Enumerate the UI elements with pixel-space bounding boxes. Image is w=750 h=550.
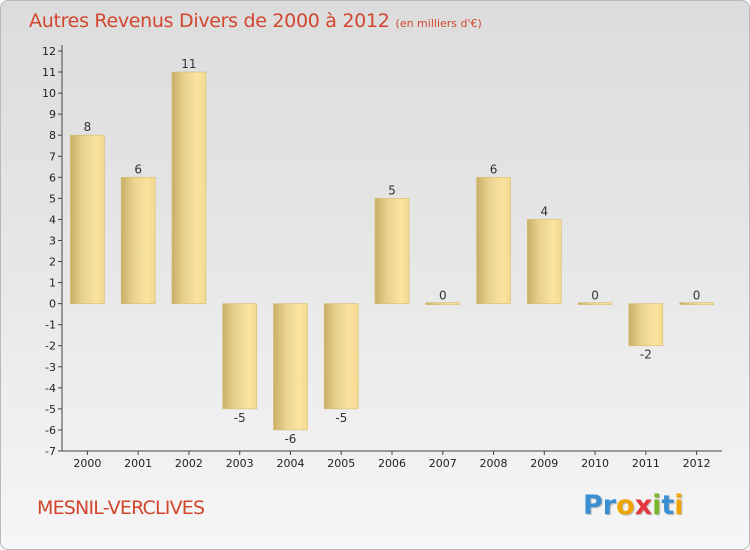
proxiti-logo[interactable]: Proxiti (583, 490, 684, 521)
y-tick-label: 6 (49, 171, 56, 184)
value-label-2010: 0 (591, 289, 599, 303)
x-tick-label: 2012 (683, 457, 711, 470)
brand-letter: r (602, 490, 617, 521)
value-labels: 8 6 11 -5 -6 -5 5 0 6 4 0 -2 0 (84, 57, 701, 446)
chart-header: Autres Revenus Divers de 2000 à 2012 (en … (29, 10, 482, 32)
x-tick-label: 2008 (480, 457, 508, 470)
x-tick-label: 2000 (73, 457, 101, 470)
x-tick-label: 2002 (175, 457, 203, 470)
x-tick-label: 2006 (378, 457, 406, 470)
brand-letter: i (674, 490, 684, 521)
y-tick-label: 10 (42, 87, 56, 100)
y-tick-label: 9 (49, 108, 56, 121)
y-tick-label: 12 (42, 45, 56, 58)
commune-name: MESNIL-VERCLIVES (37, 497, 205, 519)
y-tick-label: 2 (49, 256, 56, 269)
bar-2008 (476, 177, 511, 304)
y-tick-label: -6 (45, 424, 56, 437)
bar-2011 (628, 303, 664, 347)
x-tick-label: 2010 (581, 457, 609, 470)
value-label-2004: -6 (284, 432, 296, 446)
y-tick-label: 7 (49, 150, 56, 163)
y-tick-label: 0 (49, 298, 56, 311)
y-tick-label: 4 (49, 213, 56, 226)
bar-2006 (374, 198, 410, 304)
bars (70, 71, 714, 431)
bar-2002 (171, 71, 207, 304)
bar-2010 (577, 302, 613, 305)
y-tick-label: -4 (45, 382, 56, 395)
y-tick-label: -3 (45, 361, 56, 374)
value-label-2003: -5 (234, 411, 246, 425)
value-label-2008: 6 (490, 162, 498, 176)
value-label-2007: 0 (439, 289, 447, 303)
y-tick-label: -1 (45, 319, 56, 332)
value-label-2009: 4 (540, 204, 548, 218)
brand-letter: t (661, 490, 675, 521)
bar-2000 (70, 134, 105, 304)
chart-title: Autres Revenus Divers de 2000 à 2012 (29, 10, 390, 32)
value-label-2005: -5 (335, 411, 347, 425)
y-tick-label: -7 (45, 445, 56, 458)
x-tick-label: 2004 (276, 457, 304, 470)
y-tick-label: -5 (45, 403, 56, 416)
x-tick-label: 2001 (124, 457, 152, 470)
bar-2001 (120, 177, 156, 304)
bar-2005 (323, 303, 359, 410)
x-tick-label: 2011 (632, 457, 660, 470)
y-tick-label: -2 (45, 340, 56, 353)
bar-2004 (273, 303, 308, 431)
bar-2012 (679, 302, 714, 305)
bar-2009 (527, 219, 562, 304)
value-label-2000: 8 (84, 120, 92, 134)
y-tick-label: 8 (49, 129, 56, 142)
brand-letter: i (652, 490, 662, 521)
x-tick-label: 2009 (530, 457, 558, 470)
brand-letter: o (616, 490, 635, 521)
y-tick-label: 3 (49, 234, 56, 247)
chart-subtitle: (en milliers d'€) (395, 17, 482, 30)
x-tick-label: 2003 (226, 457, 254, 470)
bar-2007 (425, 302, 461, 305)
brand-letter: x (634, 490, 653, 521)
value-label-2001: 6 (134, 162, 142, 176)
value-label-2006: 5 (388, 183, 396, 197)
value-label-2002: 11 (181, 57, 196, 71)
y-tick-label: 1 (49, 277, 56, 290)
bar-2003 (222, 303, 257, 410)
x-tick-label: 2005 (327, 457, 355, 470)
y-tick-label: 11 (42, 66, 56, 79)
y-tick-label: 5 (49, 192, 56, 205)
value-label-2011: -2 (640, 348, 652, 362)
brand-letter: P (583, 490, 603, 521)
value-label-2012: 0 (693, 289, 701, 303)
x-tick-label: 2007 (429, 457, 457, 470)
